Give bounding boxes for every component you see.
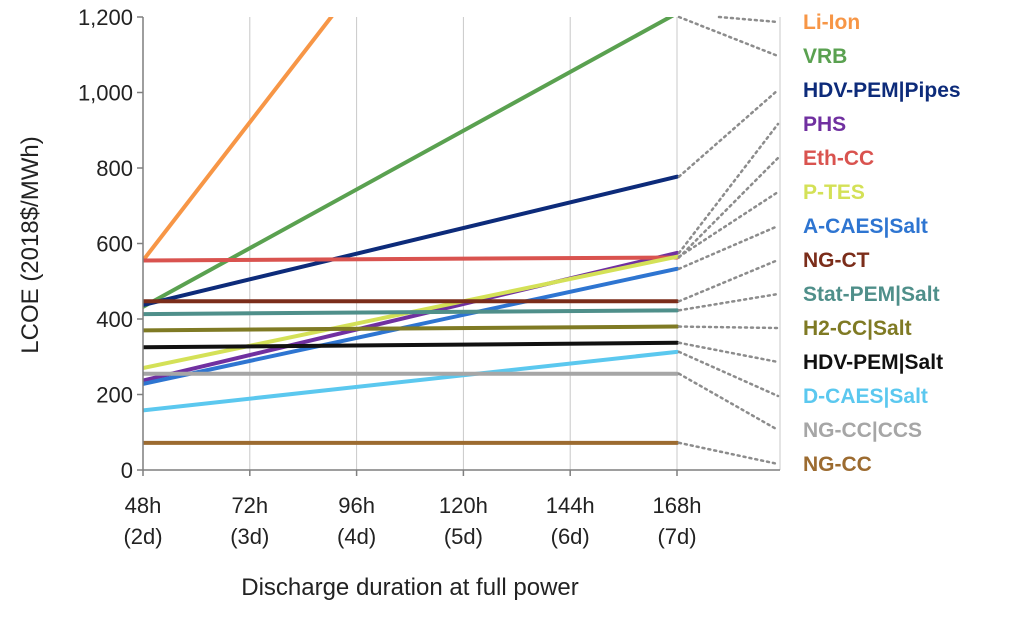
legend-connector-eth-cc	[677, 156, 780, 259]
legend-connector-hdv-pem-salt	[677, 341, 780, 364]
legend-label-ng-cc: NG-CC	[803, 453, 872, 476]
series-line-stat-pem-salt	[143, 308, 679, 317]
series-line-hdv-pem-salt	[143, 340, 679, 350]
legend-connector-phs	[677, 122, 780, 255]
x-tick-label-hours-2: 96h	[338, 493, 375, 518]
legend-connector-li-ion	[717, 15, 780, 24]
y-tick-label-6: 1,200	[78, 5, 133, 30]
y-tick-label-5: 1,000	[78, 81, 133, 106]
x-tick-label-days-2: (4d)	[337, 524, 376, 549]
y-axis-label: LCOE (2018$/MWh)	[17, 136, 44, 353]
y-tick-label-4: 800	[96, 156, 133, 181]
x-tick-label-days-3: (5d)	[444, 524, 483, 549]
series-line-vrb	[143, 17, 675, 309]
x-axis-ticks: 48h (2d) 72h (3d) 96h (4d) 120h (5d) 144h (6d) 168…	[123, 470, 701, 549]
x-axis-label: Discharge duration at full power	[241, 574, 579, 601]
legend: Li-Ion VRB HDV-PEM|Pipes PHS Eth-CC P-TES A-CA…	[803, 11, 961, 476]
legend-connector-p-tes	[677, 190, 780, 258]
y-tick-label-0: 0	[121, 458, 133, 483]
legend-label-phs: PHS	[803, 113, 846, 136]
legend-connector-ng-cc-ccs	[677, 372, 780, 432]
legend-connector-vrb	[677, 15, 780, 58]
y-axis-ticks: 0 200 400 600 800 1,000 1,200	[78, 5, 143, 483]
x-tick-label-hours-5: 168h	[653, 493, 702, 518]
y-tick-label-3: 600	[96, 232, 133, 257]
series-line-h2-cc-salt	[143, 324, 679, 333]
x-tick-label-days-0: (2d)	[123, 524, 162, 549]
legend-label-h2-cc-salt: H2-CC|Salt	[803, 317, 912, 340]
x-tick-label-hours-3: 120h	[439, 493, 488, 518]
x-tick-label-hours-0: 48h	[125, 493, 162, 518]
legend-label-li-ion: Li-Ion	[803, 11, 860, 34]
series-lines	[143, 17, 679, 445]
legend-label-eth-cc: Eth-CC	[803, 147, 874, 170]
x-tick-label-days-1: (3d)	[230, 524, 269, 549]
legend-connector-ng-cc	[677, 441, 780, 466]
series-line-eth-cc	[143, 255, 679, 263]
x-tick-label-hours-4: 144h	[546, 493, 595, 518]
legend-label-ng-ct: NG-CT	[803, 249, 870, 272]
legend-label-ng-cc-ccs: NG-CC|CCS	[803, 419, 922, 442]
legend-label-stat-pem-salt: Stat-PEM|Salt	[803, 283, 940, 306]
series-line-hdv-pem-pipes	[143, 174, 679, 308]
grid-lines	[142, 17, 781, 470]
legend-connector-ng-ct	[677, 258, 780, 303]
legend-connector-d-caes-salt	[677, 350, 780, 398]
legend-label-p-tes: P-TES	[803, 181, 865, 204]
legend-label-d-caes-salt: D-CAES|Salt	[803, 385, 928, 408]
legend-connectors	[677, 15, 780, 466]
y-tick-label-2: 400	[96, 307, 133, 332]
x-tick-label-days-5: (7d)	[657, 524, 696, 549]
x-tick-label-days-4: (6d)	[551, 524, 590, 549]
legend-label-vrb: VRB	[803, 45, 847, 68]
legend-label-a-caes-salt: A-CAES|Salt	[803, 215, 928, 238]
x-tick-label-hours-1: 72h	[231, 493, 268, 518]
series-line-li-ion	[143, 17, 334, 263]
legend-label-hdv-pem-pipes: HDV-PEM|Pipes	[803, 79, 961, 102]
legend-connector-hdv-pem-pipes	[677, 88, 780, 178]
legend-connector-stat-pem-salt	[677, 292, 780, 312]
legend-connector-a-caes-salt	[677, 224, 780, 271]
series-line-d-caes-salt	[143, 349, 679, 413]
legend-label-hdv-pem-salt: HDV-PEM|Salt	[803, 351, 943, 374]
y-tick-label-1: 200	[96, 383, 133, 408]
legend-connector-h2-cc-salt	[677, 325, 780, 330]
series-line-a-caes-salt	[143, 266, 679, 386]
